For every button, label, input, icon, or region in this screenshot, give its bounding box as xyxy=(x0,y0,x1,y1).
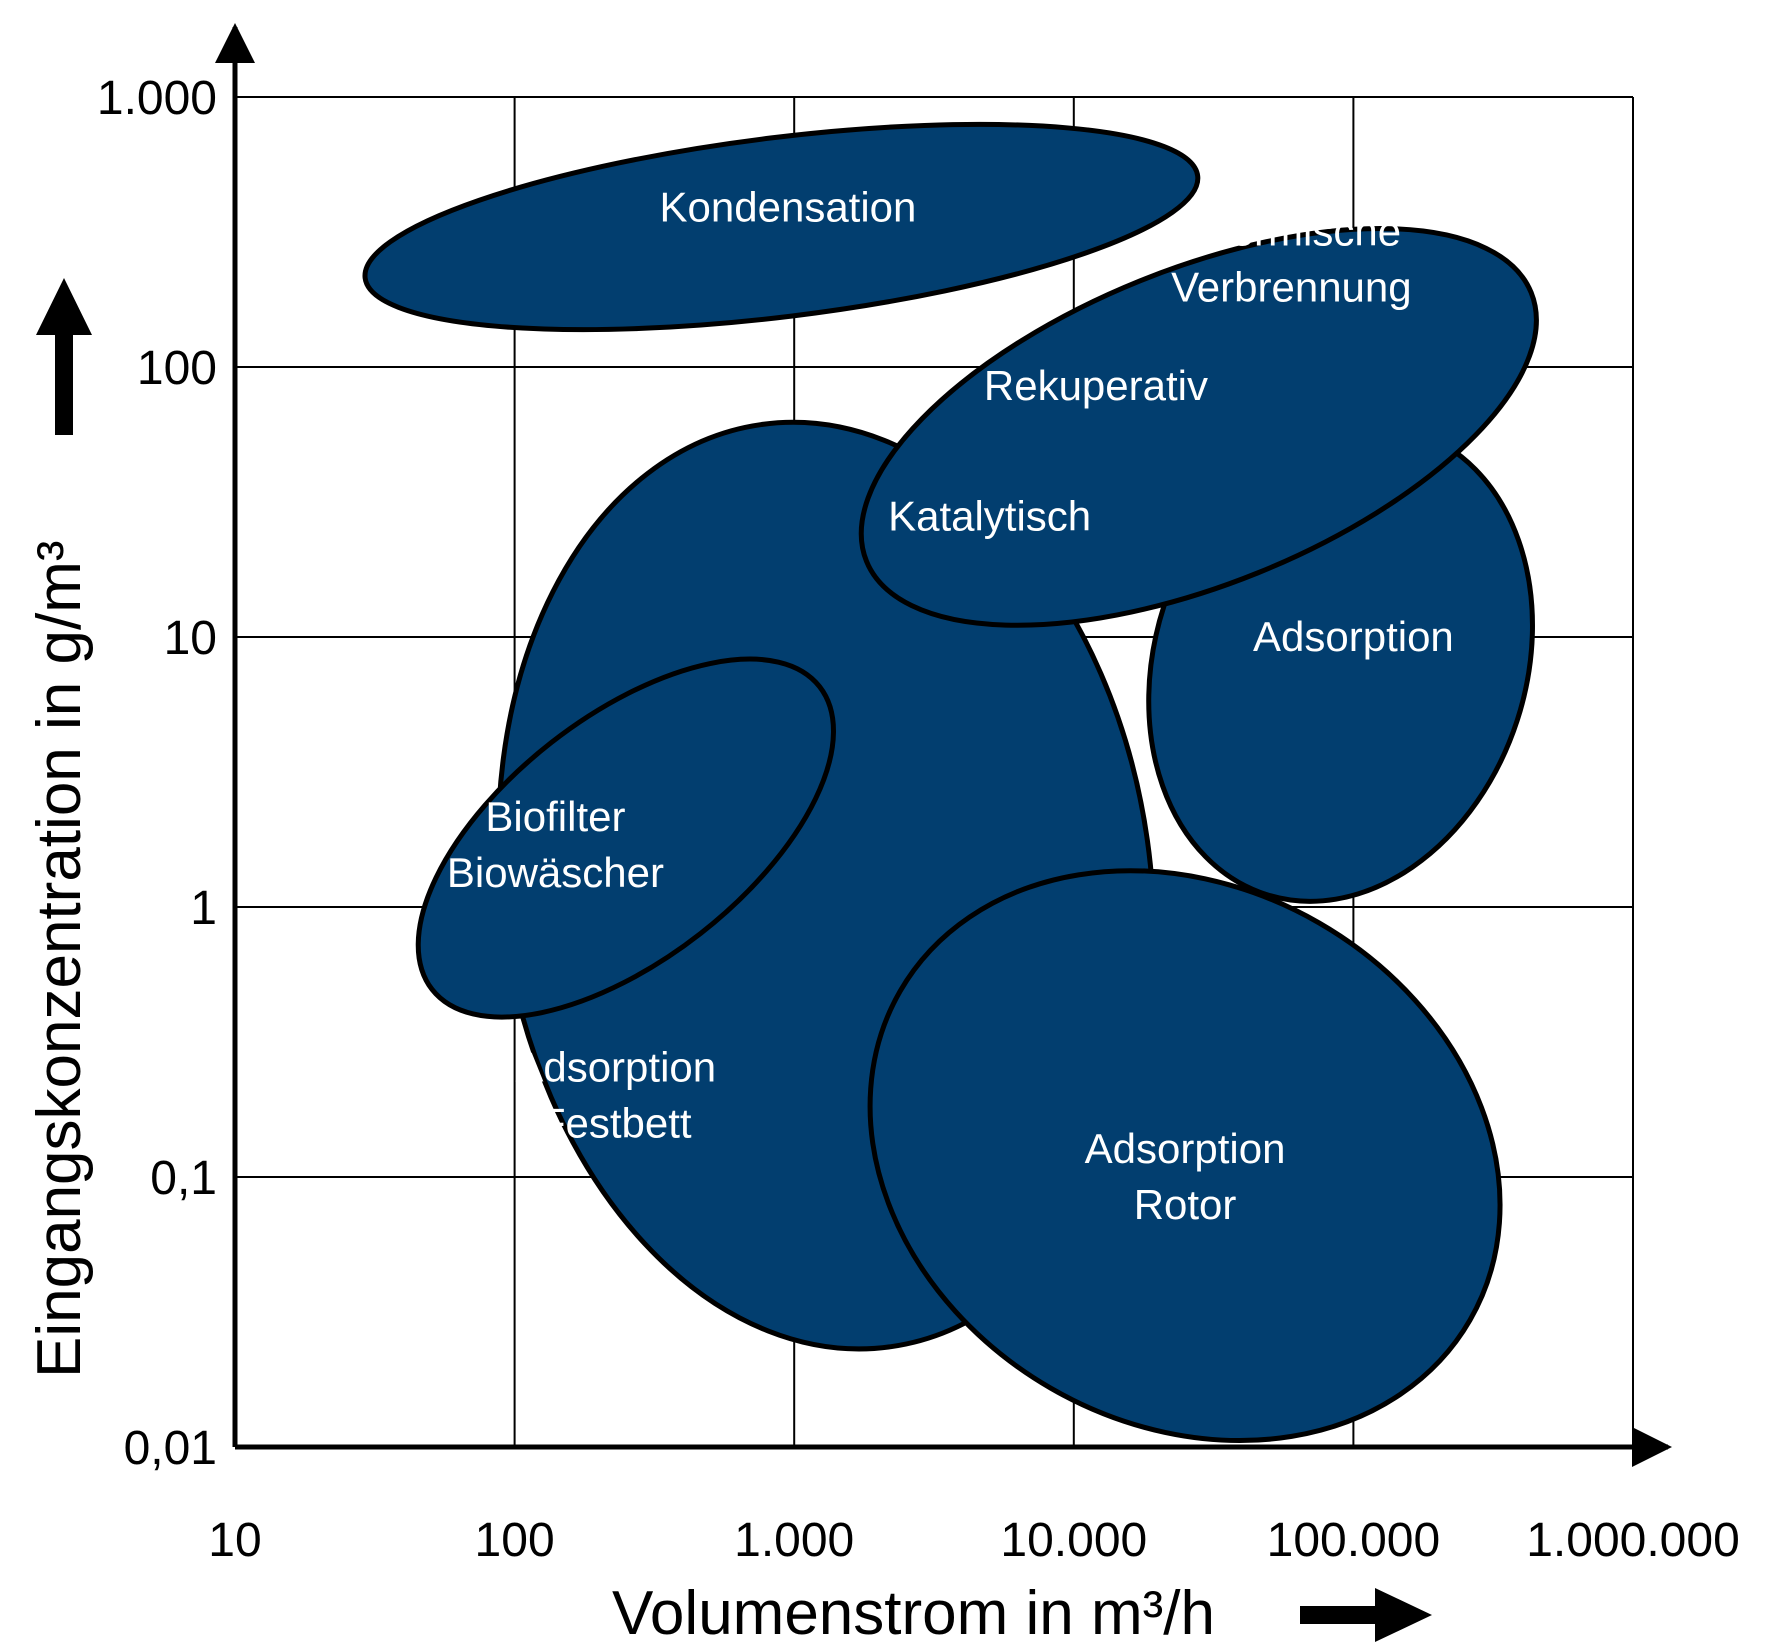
region-thermische-verbrennung xyxy=(858,226,1539,628)
x-tick-label: 10 xyxy=(208,1514,261,1567)
region-annotation: Rekuperativ xyxy=(984,362,1208,409)
y-tick-label: 0,01 xyxy=(124,1422,217,1475)
region-label: Adsorption xyxy=(515,1044,716,1091)
region-label: Festbett xyxy=(540,1100,692,1147)
x-tick-labels: 10 100 1.000 10.000 100.000 1.000.000 xyxy=(208,1514,1739,1567)
x-tick-label: 100 xyxy=(475,1514,555,1567)
region-label: Rotor xyxy=(1134,1181,1237,1228)
x-axis-direction-arrow-icon xyxy=(1300,1588,1432,1642)
region-annotation: Katalytisch xyxy=(888,492,1091,539)
region-kondensation xyxy=(362,121,1201,333)
y-tick-labels: 0,01 0,1 1 10 100 1.000 xyxy=(97,72,217,1475)
region-biofilter-biowäscher xyxy=(415,656,836,1020)
y-tick-label: 1 xyxy=(190,882,217,935)
y-tick-label: 0,1 xyxy=(150,1152,217,1205)
region-label: Kondensation xyxy=(660,183,917,230)
y-tick-label: 100 xyxy=(137,342,217,395)
x-axis-label: Volumenstrom in m³/h xyxy=(612,1579,1215,1648)
y-axis-label: Eingangskonzentration in g/m³ xyxy=(25,541,94,1378)
region-label: Adsorption xyxy=(1085,1125,1286,1172)
region-label: Biowäscher xyxy=(447,849,664,896)
region-label: Verbrennung xyxy=(1171,264,1412,311)
region-label: Thermische xyxy=(1182,208,1401,255)
y-tick-label: 10 xyxy=(164,612,217,665)
region-label: Adsorption xyxy=(1253,613,1454,660)
region-labels: Adsorption Festbett Adsorption Kondensation… xyxy=(447,183,1454,1228)
y-tick-label: 1.000 xyxy=(97,72,217,125)
x-tick-label: 100.000 xyxy=(1267,1514,1441,1567)
x-tick-label: 1.000.000 xyxy=(1526,1514,1740,1567)
region-adsorption-rotor xyxy=(867,868,1503,1443)
x-tick-label: 1.000 xyxy=(734,1514,854,1567)
x-tick-label: 10.000 xyxy=(1000,1514,1147,1567)
region-label: Biofilter xyxy=(485,793,625,840)
regions xyxy=(362,121,1539,1443)
y-axis-direction-arrow-icon xyxy=(36,278,92,435)
